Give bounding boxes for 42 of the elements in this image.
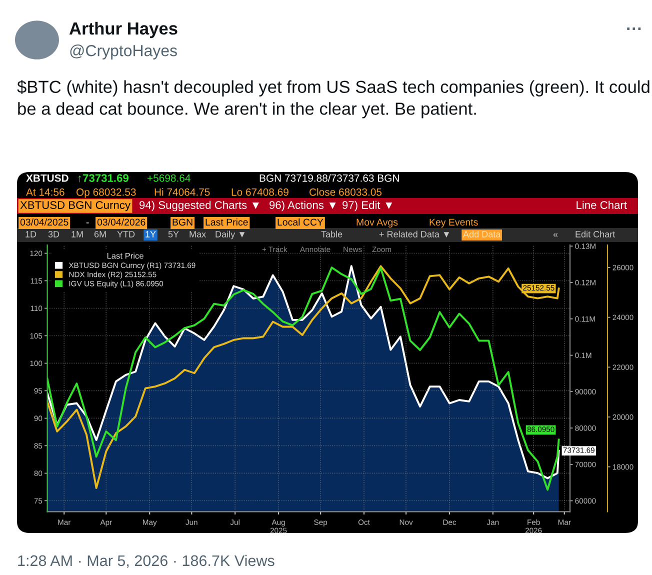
text: At 14:56: [26, 188, 64, 196]
text: + Related Data ▼: [379, 230, 450, 238]
text: 94) Suggested Charts ▼: [140, 200, 259, 212]
text: Last Price: [206, 218, 248, 226]
text: Table: [321, 230, 342, 238]
text: XBTUSD: [26, 174, 68, 182]
text: 3D: [48, 231, 60, 238]
chart-title: $BTC (white) hasn't decoupled yet from US SaaS tech companies (green). It could be a dead cat bounce. We aren't in the clear yet. Be patient.: [17, 80, 650, 118]
text: 1D: [26, 231, 36, 238]
text: Op 68032.53: [76, 188, 136, 198]
text: 03/04/2026: [97, 218, 146, 226]
text: Key Events: [430, 218, 478, 228]
text: 1:28 AM · Mar 5, 2026 · 186.7K Views: [18, 554, 274, 568]
text: BGN 73719.88/73737.63 BGN: [260, 174, 399, 182]
text: -: [86, 222, 89, 224]
text: 96) Actions ▼: [270, 200, 336, 212]
text: Local CCY: [278, 218, 324, 226]
text: 5Y: [168, 231, 179, 238]
text: 03/04/2025: [20, 218, 68, 226]
text: Close 68033.05: [310, 188, 382, 196]
text: +5698.64: [148, 174, 190, 182]
text: ···: [627, 28, 641, 30]
text: 1M: [72, 231, 83, 238]
text: Arthur Hayes: [69, 22, 178, 38]
text: 6M: [94, 231, 106, 238]
text: Edit Chart: [576, 230, 616, 238]
text: Daily ▼: [216, 230, 245, 240]
text: Max: [190, 231, 206, 238]
text: 97) Edit ▼: [342, 200, 392, 212]
text: «: [553, 233, 558, 237]
text: Line Chart: [576, 200, 627, 209]
text: 1Y: [146, 231, 156, 238]
text: YTD: [117, 231, 135, 238]
text: Add Data: [463, 230, 501, 238]
text: ↑73731.69: [78, 174, 128, 182]
text: XBTUSD BGN Curncy: [20, 201, 130, 212]
text: BGN: [172, 218, 192, 226]
text: Lo 67408.69: [232, 188, 288, 196]
text: Mov Avgs: [356, 218, 398, 228]
text: Hi 74064.75: [154, 188, 210, 196]
legend-title: Last Price: [107, 252, 144, 259]
text: @CryptoHayes: [70, 44, 177, 60]
